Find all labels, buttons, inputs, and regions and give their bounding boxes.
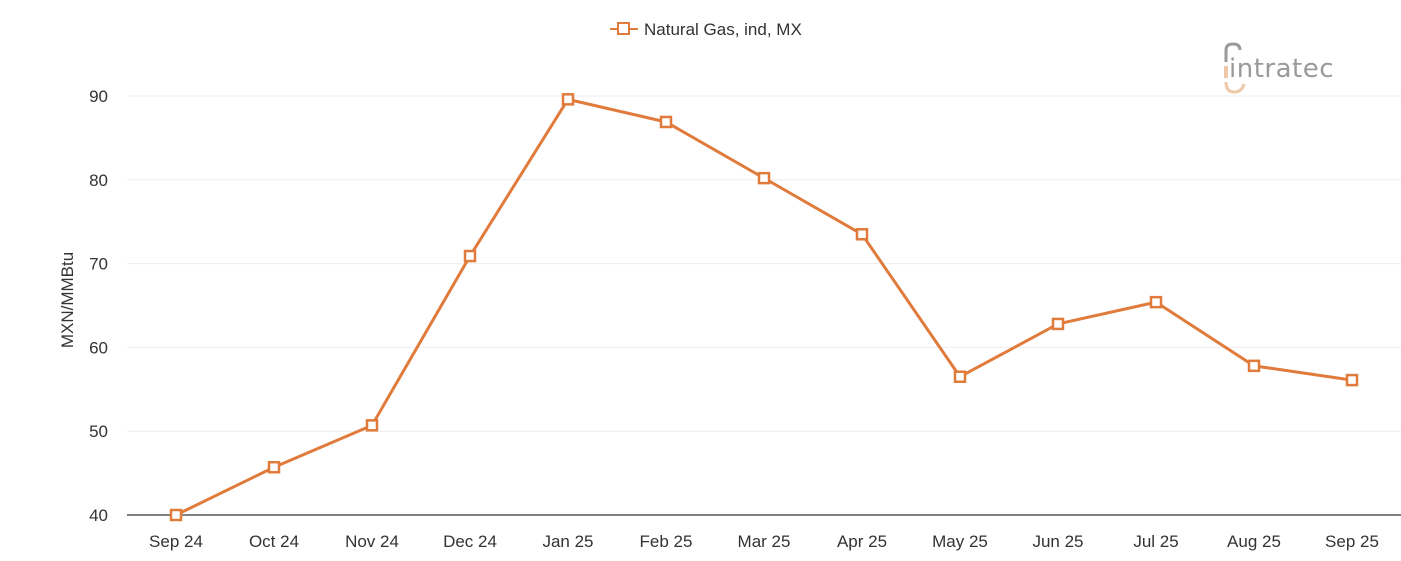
x-tick-label: Jul 25 — [1133, 532, 1178, 551]
data-point-marker[interactable] — [169, 508, 183, 522]
x-axis-ticks: Sep 24 Oct 24 Nov 24 Dec 24 Jan 25 Feb 25 Mar … — [149, 532, 1379, 551]
x-tick-label: Jan 25 — [542, 532, 593, 551]
x-tick-label: Nov 24 — [345, 532, 399, 551]
x-tick-label: Sep 25 — [1325, 532, 1379, 551]
data-point-marker[interactable] — [561, 93, 575, 106]
y-axis-ticks: 40 50 60 70 80 90 — [89, 87, 108, 525]
legend[interactable]: Natural Gas, ind, MX — [610, 20, 802, 39]
intratec-logo: intratec — [1224, 42, 1334, 94]
x-tick-label: Mar 25 — [738, 532, 791, 551]
data-point-marker[interactable] — [1247, 359, 1261, 373]
data-point-marker[interactable] — [1149, 295, 1163, 309]
gridlines — [127, 95, 1401, 432]
data-point-marker[interactable] — [757, 171, 771, 185]
logo-text: intratec — [1229, 54, 1334, 84]
series-markers — [169, 93, 1359, 522]
x-tick-label: Oct 24 — [249, 532, 299, 551]
data-point-marker[interactable] — [1051, 317, 1065, 331]
y-tick-label: 60 — [89, 338, 108, 357]
legend-label: Natural Gas, ind, MX — [644, 20, 802, 39]
data-point-marker[interactable] — [365, 419, 379, 432]
x-tick-label: Aug 25 — [1227, 532, 1281, 551]
data-point-marker[interactable] — [267, 460, 281, 474]
y-tick-label: 40 — [89, 506, 108, 525]
x-tick-label: May 25 — [932, 532, 988, 551]
x-tick-label: Dec 24 — [443, 532, 497, 551]
data-point-marker[interactable] — [1345, 373, 1359, 387]
series-line — [175, 97, 1353, 517]
y-tick-label: 80 — [89, 171, 108, 190]
y-axis-label: MXN/MMBtu — [58, 252, 77, 348]
data-point-marker[interactable] — [659, 115, 673, 129]
legend-marker-icon — [617, 22, 630, 35]
data-point-marker[interactable] — [463, 249, 477, 263]
y-tick-label: 90 — [89, 87, 108, 106]
x-tick-label: Jun 25 — [1032, 532, 1083, 551]
x-tick-label: Apr 25 — [837, 532, 887, 551]
data-point-marker[interactable] — [855, 228, 869, 241]
x-tick-label: Sep 24 — [149, 532, 203, 551]
data-point-marker[interactable] — [953, 370, 967, 383]
y-tick-label: 50 — [89, 422, 108, 441]
intratec-logo-icon — [1224, 42, 1242, 62]
y-tick-label: 70 — [89, 255, 108, 274]
x-tick-label: Feb 25 — [640, 532, 693, 551]
